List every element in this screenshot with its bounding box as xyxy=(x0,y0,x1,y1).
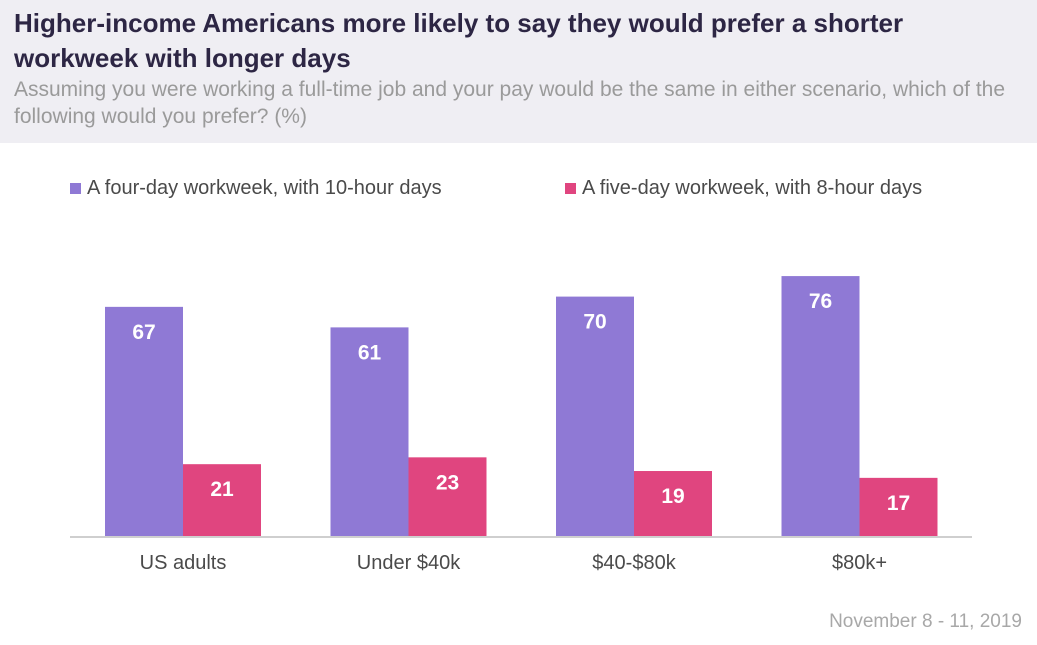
legend-swatch-series-2 xyxy=(565,183,576,194)
legend-item-series-1: A four-day workweek, with 10-hour days xyxy=(70,177,442,200)
bar-s2-1 xyxy=(408,457,487,536)
x-tick-label-0: US adults xyxy=(140,552,227,574)
legend-item-series-2: A five-day workweek, with 8-hour days xyxy=(565,177,922,200)
bar-s2-2 xyxy=(634,471,712,536)
legend-label-series-1: A four-day workweek, with 10-hour days xyxy=(87,177,442,199)
data-label-s1-3: 76 xyxy=(809,290,832,313)
x-tick-label-3: $80k+ xyxy=(832,552,887,574)
bar-s1-3 xyxy=(781,276,860,536)
data-label-s2-1: 23 xyxy=(436,471,459,494)
data-label-s1-0: 67 xyxy=(132,321,155,344)
bar-s1-1 xyxy=(330,327,409,536)
chart-title: Higher-income Americans more likely to s… xyxy=(14,8,904,73)
bar-s1-2 xyxy=(556,296,634,536)
bar-s2-3 xyxy=(859,477,938,536)
data-label-s2-3: 17 xyxy=(887,492,910,515)
bar-s2-0 xyxy=(183,464,261,536)
legend-swatch-series-1 xyxy=(70,183,81,194)
legend-label-series-2: A five-day workweek, with 8-hour days xyxy=(582,177,923,199)
date-footer: November 8 - 11, 2019 xyxy=(829,611,1022,632)
data-label-s1-1: 61 xyxy=(358,341,382,364)
bar-s1-0 xyxy=(105,306,183,536)
header-panel: Higher-income Americans more likely to s… xyxy=(0,0,1037,143)
data-label-s2-2: 19 xyxy=(661,485,684,508)
data-label-s1-2: 70 xyxy=(583,311,606,334)
chart-subtitle: Assuming you were working a full-time jo… xyxy=(14,78,1006,128)
x-tick-label-1: Under $40k xyxy=(357,552,461,574)
data-label-s2-0: 21 xyxy=(210,478,234,501)
x-tick-label-2: $40-$80k xyxy=(592,552,676,574)
